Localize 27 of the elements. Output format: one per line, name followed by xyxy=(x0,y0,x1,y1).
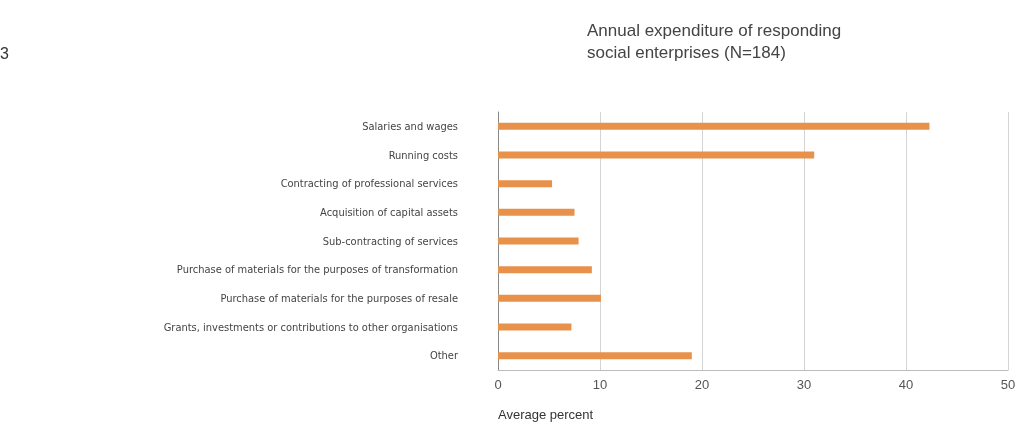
bar xyxy=(498,323,572,331)
x-tick-label: 20 xyxy=(694,377,710,392)
y-tick-label: Running costs xyxy=(388,148,458,162)
y-tick-label: Contracting of professional services xyxy=(280,177,458,191)
chart-title: Annual expenditure of responding social enterprises (N=184) xyxy=(587,20,842,62)
y-tick-label: Other xyxy=(429,349,459,363)
text: 3 xyxy=(0,44,9,62)
y-tick-label: Acquisition of capital assets xyxy=(320,205,458,219)
bar xyxy=(498,294,602,302)
x-tick-label: 10 xyxy=(592,377,608,392)
bar xyxy=(498,208,575,216)
x-tick-label: 50 xyxy=(1000,377,1016,392)
y-tick-label: Grants, investments or contributions to other organisations xyxy=(163,320,458,334)
y-tick-label: Purchase of materials for the purposes of resale xyxy=(220,291,458,305)
x-tick-label: 0 xyxy=(494,377,502,392)
bar xyxy=(498,237,579,245)
x-tick-label: 30 xyxy=(796,377,812,392)
y-tick-label: Purchase of materials for the purposes of transformation xyxy=(176,263,458,277)
bar xyxy=(498,266,592,274)
y-tick-label: Sub-contracting of services xyxy=(322,234,458,248)
x-tick-label: 40 xyxy=(898,377,914,392)
bar xyxy=(498,151,815,159)
bar xyxy=(498,122,930,130)
bar xyxy=(498,352,692,360)
x-axis-title: Average percent xyxy=(498,407,594,422)
y-tick-label: Salaries and wages xyxy=(362,119,458,133)
bar xyxy=(498,180,553,188)
